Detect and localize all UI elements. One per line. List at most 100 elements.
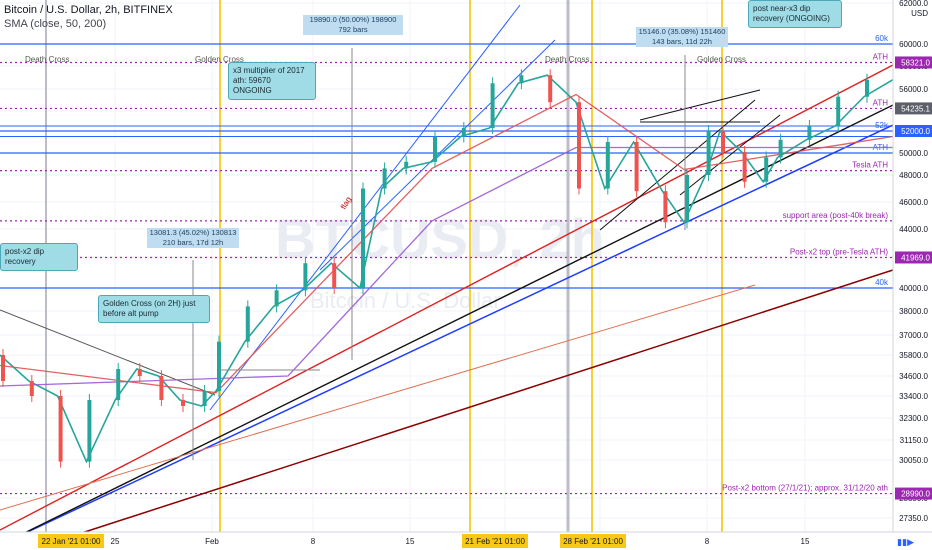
price-label-text: 58321.0	[901, 58, 930, 67]
annotation-golden-cross: Golden Cross	[697, 55, 746, 64]
price-label-text: 41969.0	[901, 253, 930, 262]
series-line	[0, 146, 893, 387]
trend-line	[0, 284, 756, 511]
annotation-golden-cross: Golden Cross	[195, 55, 244, 64]
candle-body	[807, 126, 812, 140]
price-label-tag	[895, 102, 932, 115]
price-axis-tick: 31150.0	[900, 436, 929, 445]
candle-body	[461, 128, 466, 137]
candle-body	[361, 188, 365, 288]
candle-body	[159, 376, 164, 400]
candle-body	[202, 391, 207, 406]
candle-body	[685, 175, 689, 223]
measure-value: 15146.0 (35.08%) 151460	[638, 27, 726, 36]
price-axis-tick: 40000.0	[899, 284, 928, 293]
chart-indicator: SMA (close, 50, 200)	[4, 18, 107, 30]
price-label-text: 54235.1	[901, 104, 930, 113]
time-axis-highlight-label: 21 Feb '21 01:00	[465, 537, 525, 546]
price-axis-tick: 38000.0	[899, 307, 928, 316]
horizontal-level-label: Post-x2 top (pre-Tesla ATH)	[790, 247, 888, 256]
candle-body	[778, 139, 783, 158]
callout-golden-cross-alt-pump: Golden Cross (on 2H) just before alt pum…	[98, 295, 210, 323]
price-axis-tick: 35800.0	[899, 351, 928, 360]
price-label-text: 28990.0	[901, 490, 930, 499]
price-label-text: 52000.0	[901, 127, 930, 136]
candle-body	[245, 306, 250, 342]
price-axis-tick: 62000.0	[899, 0, 928, 8]
chart-title: Bitcoin / U.S. Dollar, 2h, BITFINEX	[4, 4, 173, 16]
trend-line	[319, 39, 556, 271]
series-line	[0, 93, 893, 394]
price-label-tag	[895, 251, 932, 264]
candle-body	[1, 355, 5, 381]
time-axis-highlight-label: 22 Jan '21 01:00	[42, 537, 101, 546]
measure-duration: 792 bars	[338, 25, 368, 34]
currency-label: USD	[911, 9, 928, 18]
price-label-tag	[895, 487, 932, 500]
time-axis-highlight	[560, 534, 626, 548]
horizontal-level-label: Tesla ATH	[852, 161, 888, 170]
trend-line	[0, 309, 216, 396]
trend-line	[0, 124, 894, 546]
candle-body	[332, 263, 337, 288]
callout-x3-multiplier: x3 multiplier of 2017 ath: 59670 ONGOING	[228, 62, 316, 100]
price-axis-tick: 50000.0	[899, 149, 928, 158]
trend-line	[59, 269, 894, 541]
callout-near-x3-recovery: post near-x3 dip recovery (ONGOING)	[748, 0, 842, 28]
tradingview-logo-icon: ▮▮▶	[897, 537, 914, 547]
price-axis-tick: 44000.0	[899, 225, 928, 234]
measure-box-35pct: 15146.0 (35.08%) 151460 143 bars, 11d 22h	[636, 27, 728, 47]
price-axis-tick: 30050.0	[899, 456, 928, 465]
measure-value: 13081.3 (45.02%) 130813	[149, 228, 237, 237]
price-axis-tick: 37000.0	[899, 331, 928, 340]
horizontal-level-label: ATH	[873, 98, 889, 107]
horizontal-level-label: support area (post-40k break)	[783, 211, 889, 220]
candle-body	[116, 369, 121, 400]
horizontal-level-label: Post-x2 bottom (27/1/21); approx. 31/12/…	[722, 484, 888, 493]
candle-body	[303, 263, 308, 291]
time-axis-tick: Feb	[205, 537, 219, 546]
candle-body	[836, 96, 841, 126]
candle-body	[404, 161, 409, 169]
candle-body	[87, 400, 92, 462]
time-axis-highlight	[38, 534, 104, 548]
candle-body	[29, 381, 34, 396]
measure-duration: 143 bars, 11d 22h	[652, 37, 712, 46]
price-label-tag	[895, 125, 932, 137]
measure-box-50pct: 19890.0 (50.00%) 198900 792 bars	[303, 15, 403, 35]
price-axis-tick: 33400.0	[899, 392, 928, 401]
trend-line	[639, 89, 761, 121]
price-axis-background	[893, 0, 932, 532]
horizontal-level-label: 60k	[875, 34, 889, 43]
candle-body	[217, 341, 221, 391]
price-axis-tick: 48000.0	[899, 171, 928, 180]
price-axis-tick: 27350.0	[899, 514, 928, 523]
price-axis-tick: 46000.0	[899, 198, 928, 207]
price-axis-tick: 32300.0	[899, 414, 928, 423]
candle-body	[137, 369, 142, 376]
time-axis-highlight	[462, 534, 528, 548]
time-axis-tick: 15	[801, 537, 810, 546]
annotation-death-cross: Death Cross	[545, 55, 589, 64]
candle-body	[663, 191, 668, 223]
measure-box-45pct: 13081.3 (45.02%) 130813 210 bars, 17d 12h	[147, 228, 239, 248]
candle-body	[519, 75, 524, 84]
time-axis-highlight-label: 28 Feb '21 01:00	[563, 537, 623, 546]
horizontal-level-label: ATH	[873, 52, 889, 61]
trend-line	[0, 64, 894, 531]
candle-body	[382, 168, 387, 189]
candle-body	[577, 102, 581, 189]
time-axis-tick: 8	[311, 537, 316, 546]
time-axis-tick: 25	[111, 537, 120, 546]
measure-duration: 210 bars, 17d 12h	[162, 238, 224, 247]
candle-body	[58, 396, 63, 462]
annotation-death-cross: Death Cross	[25, 55, 69, 64]
candle-body	[742, 151, 747, 182]
watermark-name: Bitcoin / U.S. Dollar	[310, 288, 501, 313]
candle-body	[706, 131, 711, 175]
candle-body	[548, 75, 553, 103]
time-axis-tick: 15	[406, 537, 415, 546]
